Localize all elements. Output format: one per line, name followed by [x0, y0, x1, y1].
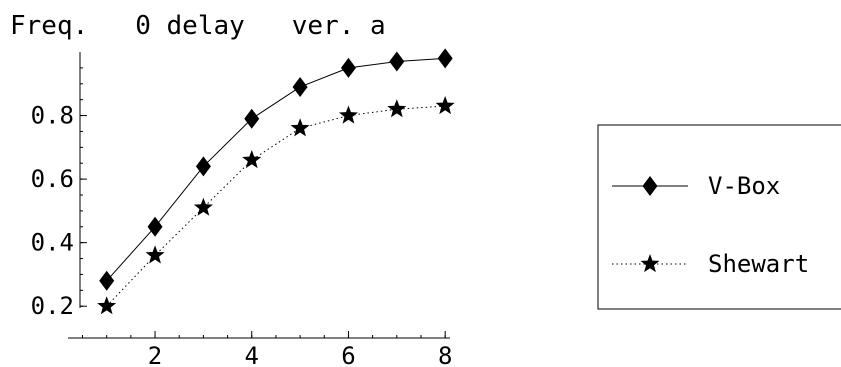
y-tick-label: 0.2 — [31, 292, 74, 320]
x-tick-label: 8 — [438, 342, 452, 367]
legend: V-Box Shewart — [597, 124, 841, 310]
data-point-star — [338, 105, 358, 124]
data-point-diamond — [99, 270, 115, 291]
y-tick-label: 0.8 — [31, 102, 74, 130]
x-tick-label: 2 — [148, 342, 162, 367]
data-point-diamond — [389, 51, 405, 72]
data-point-star — [242, 150, 262, 169]
legend-label: V-Box — [708, 172, 780, 200]
x-tick-label: 4 — [245, 342, 259, 367]
legend-label: Shewart — [708, 250, 809, 278]
data-point-diamond — [147, 216, 163, 237]
series-line — [106, 57, 446, 282]
legend-box — [597, 124, 841, 310]
series-v-box — [99, 48, 453, 291]
data-point-star — [193, 197, 213, 216]
x-tick-label: 6 — [341, 342, 355, 367]
series-shewart — [97, 96, 455, 315]
data-point-diamond — [437, 48, 453, 69]
data-point-diamond — [292, 76, 308, 97]
legend-star-icon — [640, 254, 660, 273]
y-tick-label: 0.6 — [31, 165, 74, 193]
legend-entry-shewart: Shewart — [612, 250, 809, 278]
data-point-star — [290, 118, 310, 137]
series-layer — [97, 48, 455, 315]
series-line — [106, 105, 446, 307]
data-point-star — [97, 296, 117, 315]
legend-diamond-icon — [642, 176, 658, 196]
data-point-diamond — [195, 156, 211, 177]
chart-title: Freq. 0 delay ver. a — [10, 11, 386, 41]
data-point-diamond — [244, 108, 260, 129]
data-point-star — [435, 96, 455, 115]
data-point-diamond — [340, 57, 356, 78]
y-tick-label: 0.4 — [31, 229, 74, 257]
axes: 0.2 0.4 0.6 0.8 2 4 6 8 — [31, 52, 452, 367]
data-point-star — [387, 99, 407, 118]
legend-entry-v-box: V-Box — [612, 172, 780, 200]
data-point-star — [145, 245, 165, 264]
